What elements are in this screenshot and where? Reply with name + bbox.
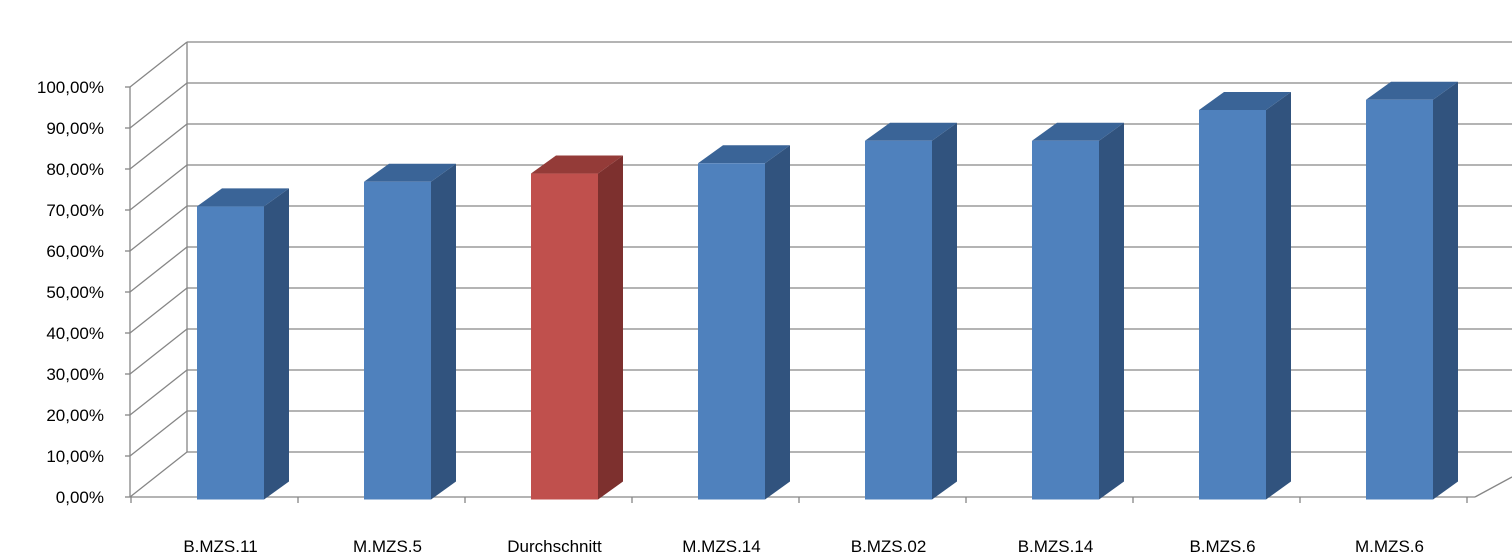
gridline-side xyxy=(129,328,188,375)
gridline-side xyxy=(129,451,188,498)
bar-front xyxy=(364,181,431,500)
gridline-side xyxy=(129,410,188,457)
bar-top xyxy=(1199,92,1291,110)
gridline-side xyxy=(129,41,188,88)
gridline-side xyxy=(129,123,188,170)
bar-top xyxy=(865,122,957,141)
y-axis-tick-labels: 0,00% 10,00% 20,00% 30,00% 40,00% 50,00% 60,00… xyxy=(37,78,1468,507)
x-category-label: B.MZS.6 xyxy=(1189,537,1255,556)
gridline-side xyxy=(129,82,188,129)
x-axis-category-labels: B.MZS.11 M.MZS.5 Durchschnitt M.MZS.14 B.MZS… xyxy=(183,537,1424,556)
y-tick-label: 20,00% xyxy=(46,406,104,425)
x-category-label: B.MZS.02 xyxy=(851,537,927,556)
floor-right-edge xyxy=(1474,476,1512,498)
x-category-label: B.MZS.14 xyxy=(1018,537,1094,556)
bar-front xyxy=(1199,110,1266,500)
gridline-side xyxy=(129,164,188,211)
bar xyxy=(698,145,790,500)
bar-side xyxy=(1266,92,1291,500)
bars xyxy=(197,81,1458,500)
bar xyxy=(531,155,623,500)
bar-front xyxy=(531,173,598,500)
gridline-side xyxy=(129,246,188,293)
bar xyxy=(1366,81,1458,500)
y-tick-label: 70,00% xyxy=(46,201,104,220)
bar-side xyxy=(598,155,623,500)
bar-side xyxy=(1433,81,1458,500)
bar xyxy=(865,122,957,500)
bar-top xyxy=(1032,122,1124,141)
gridline-side xyxy=(129,205,188,252)
y-tick-label: 90,00% xyxy=(46,119,104,138)
bar-front xyxy=(698,163,765,500)
y-tick-label: 10,00% xyxy=(46,447,104,466)
bar xyxy=(197,188,289,500)
y-tick-label: 40,00% xyxy=(46,324,104,343)
bar xyxy=(1032,122,1124,500)
x-category-label: Durchschnitt xyxy=(507,537,602,556)
y-tick-label: 60,00% xyxy=(46,242,104,261)
gridlines xyxy=(129,41,1512,498)
bar-front xyxy=(197,206,264,500)
x-category-label: M.MZS.14 xyxy=(682,537,760,556)
bar-top xyxy=(698,145,790,164)
y-tick-label: 30,00% xyxy=(46,365,104,384)
gridline-side xyxy=(129,369,188,416)
y-tick-label: 0,00% xyxy=(56,488,104,507)
y-tick-label: 50,00% xyxy=(46,283,104,302)
bar-front xyxy=(1366,99,1433,500)
gridline-side xyxy=(129,287,188,334)
bar xyxy=(1199,92,1291,500)
bar-top xyxy=(1366,81,1458,100)
y-tick-label: 80,00% xyxy=(46,160,104,179)
y-tick-label: 100,00% xyxy=(37,78,104,97)
bar-side xyxy=(1099,122,1124,500)
bar-top xyxy=(531,155,623,174)
bar-front xyxy=(865,140,932,500)
bar-top xyxy=(364,163,456,182)
x-category-label: M.MZS.5 xyxy=(353,537,422,556)
bar-side xyxy=(431,163,456,500)
bar-side xyxy=(765,145,790,500)
bar-front xyxy=(1032,140,1099,500)
bar-top xyxy=(197,188,289,207)
x-category-label: M.MZS.6 xyxy=(1355,537,1424,556)
bar-side xyxy=(264,188,289,500)
x-category-label: B.MZS.11 xyxy=(183,537,257,556)
bar xyxy=(364,163,456,500)
bar-side xyxy=(932,122,957,500)
